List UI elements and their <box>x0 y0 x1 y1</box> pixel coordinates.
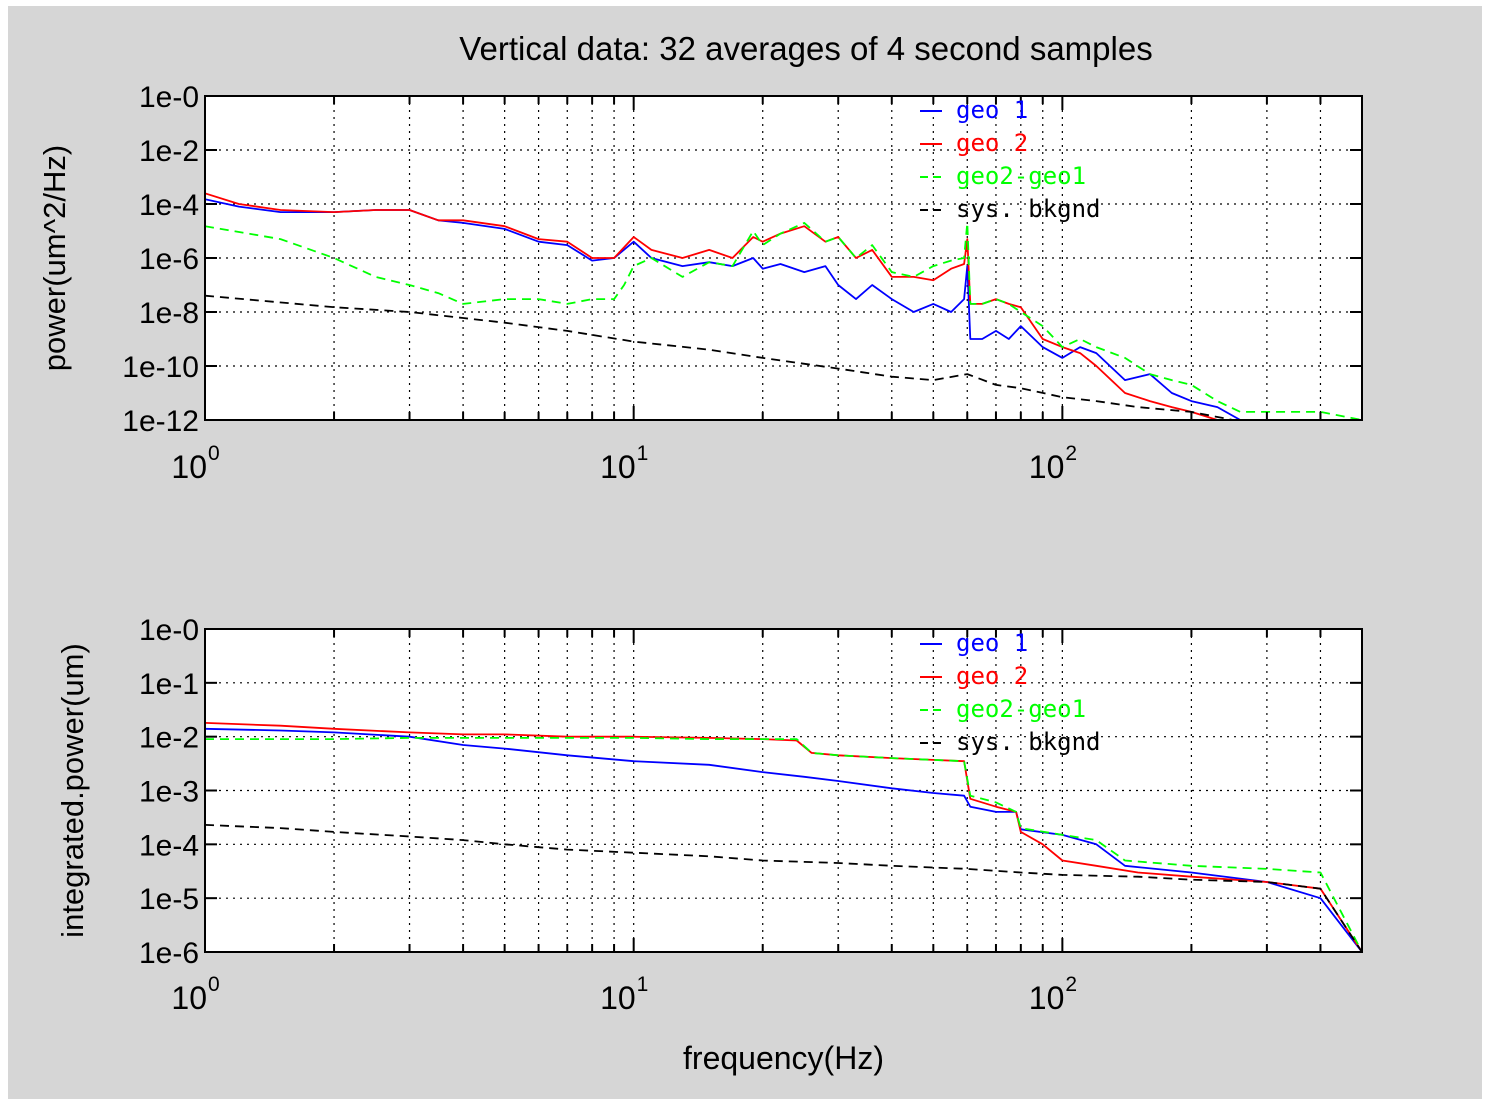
y-tick-label: 1e-8 <box>139 297 199 330</box>
x-tick-exponent: 0 <box>208 973 220 996</box>
x-tick-exponent: 2 <box>1065 442 1077 465</box>
x-tick-label: 10 <box>1029 980 1065 1016</box>
y-tick-label: 1e-4 <box>139 189 199 222</box>
legend-label: geo 2 <box>956 662 1028 690</box>
legend-label: geo 1 <box>956 96 1028 124</box>
legend: geo 1 geo 2 geo2-geo1 sys. bkgnd <box>920 96 1101 223</box>
x-axis-label: frequency(Hz) <box>683 1040 884 1076</box>
y-tick-label: 1e-2 <box>139 722 199 755</box>
x-ticks <box>204 96 1363 420</box>
x-tick-exponent: 2 <box>1065 973 1077 996</box>
series-group <box>205 192 1362 420</box>
integrated-power-plot: 1e-01e-11e-21e-31e-41e-51e-610 0 10 1 10 2int… <box>55 614 1363 1076</box>
figure: Vertical data: 32 averages of 4 second s… <box>8 6 1482 1099</box>
x-tick-label: 10 <box>171 980 207 1016</box>
legend-label: sys. bkgnd <box>956 728 1101 756</box>
y-tick-label: 1e-4 <box>139 829 199 862</box>
y-tick-label: 1e-6 <box>139 243 199 276</box>
x-tick-exponent: 1 <box>637 442 649 465</box>
figure-canvas: Vertical data: 32 averages of 4 second s… <box>8 6 1482 1099</box>
x-tick-labels: 10 0 10 1 10 2 <box>171 442 1077 485</box>
series-line-sys-bkgnd <box>205 294 1362 420</box>
plot-area <box>205 629 1362 952</box>
y-axis: 1e-0 1e-1 1e-2 1e-3 1e-4 1e-5 1e-6 <box>139 614 1362 970</box>
plot-area <box>205 96 1362 420</box>
y-axis: 1e-0 1e-2 1e-4 1e-6 1e-8 1e-10 1e-12 <box>122 81 1362 438</box>
legend: geo 1 geo 2 geo2-geo1 sys. bkgnd <box>920 629 1101 756</box>
y-tick-label: 1e-0 <box>139 614 199 647</box>
figure-title: Vertical data: 32 averages of 4 second s… <box>459 30 1152 67</box>
y-tick-label: 1e-12 <box>122 405 199 438</box>
x-tick-labels: 10 0 10 1 10 2 <box>171 973 1077 1016</box>
series-line-geo-2 <box>205 192 1362 420</box>
series-line-geo-1 <box>205 727 1362 952</box>
legend-label: sys. bkgnd <box>956 195 1101 223</box>
x-tick-label: 10 <box>1029 449 1065 485</box>
series-line-geo2-geo1 <box>205 221 1362 420</box>
y-tick-label: 1e-3 <box>139 776 199 809</box>
y-tick-label: 1e-10 <box>122 351 199 384</box>
series-line-geo2-geo1 <box>205 737 1362 952</box>
x-tick-exponent: 0 <box>208 442 220 465</box>
x-tick-label: 10 <box>600 980 636 1016</box>
y-tick-label: 1e-0 <box>139 81 199 114</box>
legend-label: geo 1 <box>956 629 1028 657</box>
y-axis-label: integrated.power(um) <box>55 643 90 938</box>
legend-label: geo 2 <box>956 129 1028 157</box>
legend-label: geo2-geo1 <box>956 162 1086 190</box>
y-tick-label: 1e-1 <box>139 668 199 701</box>
y-axis-label: power(um^2/Hz) <box>37 145 72 371</box>
y-tick-label: 1e-2 <box>139 135 199 168</box>
x-tick-label: 10 <box>600 449 636 485</box>
y-tick-label: 1e-6 <box>139 937 199 970</box>
legend-label: geo2-geo1 <box>956 695 1086 723</box>
series-line-geo-1 <box>205 198 1362 420</box>
series-group <box>205 722 1362 952</box>
x-tick-exponent: 1 <box>637 973 649 996</box>
grid <box>205 629 1362 952</box>
y-tick-label: 1e-5 <box>139 883 199 916</box>
x-ticks <box>204 629 1363 952</box>
series-line-sys-bkgnd <box>205 824 1362 952</box>
x-tick-label: 10 <box>171 449 207 485</box>
